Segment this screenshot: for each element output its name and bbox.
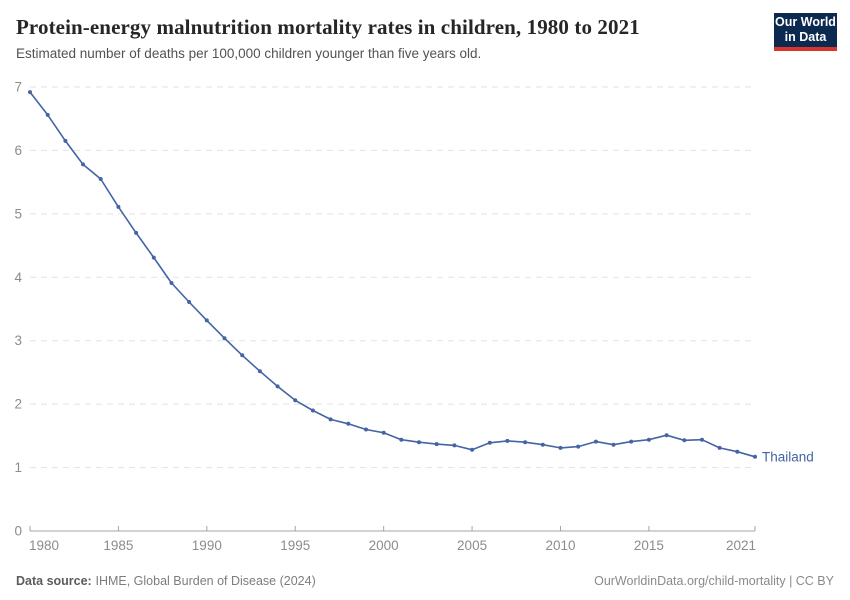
x-tick-label: 1980 [29,538,59,553]
x-tick-label: 1995 [280,538,310,553]
data-point[interactable] [417,440,421,445]
x-tick-label: 1985 [103,538,133,553]
data-source-label: Data source: [16,574,92,588]
chart-header: Protein-energy malnutrition mortality ra… [0,0,850,78]
y-tick-label: 1 [14,460,22,475]
data-point[interactable] [151,255,156,260]
data-point[interactable] [257,369,262,374]
data-point[interactable] [364,427,368,432]
data-source-value: IHME, Global Burden of Disease (2024) [95,574,316,588]
data-point[interactable] [717,445,722,450]
chart-subtitle: Estimated number of deaths per 100,000 c… [16,46,482,61]
data-point[interactable] [558,445,563,450]
data-point[interactable] [487,440,492,445]
data-point[interactable] [45,112,50,117]
data-point[interactable] [399,437,404,442]
data-point[interactable] [611,442,616,447]
data-point[interactable] [470,447,475,452]
data-point[interactable] [664,433,669,438]
y-tick-label: 5 [14,206,22,221]
data-point[interactable] [646,437,651,442]
data-point[interactable] [346,421,351,426]
data-point[interactable] [222,336,227,341]
owid-logo-line2: in Data [784,30,827,44]
data-point[interactable] [187,300,192,304]
data-source-note: Data source: IHME, Global Burden of Disea… [16,574,316,588]
data-point[interactable] [240,353,245,358]
x-tick-label: 2021 [726,538,756,553]
data-point[interactable] [169,281,174,285]
data-point[interactable] [753,454,757,459]
y-tick-label: 4 [14,270,22,285]
data-point[interactable] [63,138,68,143]
data-point[interactable] [328,417,333,422]
y-tick-label: 7 [14,80,22,95]
data-point[interactable] [735,449,740,454]
owid-logo-accent-bar [774,47,837,51]
data-point[interactable] [629,439,634,444]
x-tick-label: 2015 [634,538,664,553]
data-point[interactable] [434,442,439,447]
series-line[interactable] [29,91,756,458]
data-point[interactable] [576,444,581,449]
y-tick-label: 3 [14,333,22,348]
data-point[interactable] [293,398,298,403]
x-tick-label: 2000 [369,538,399,553]
owid-logo[interactable]: Our World in Data [774,13,837,51]
owid-url-link[interactable]: OurWorldinData.org/child-mortality | CC … [594,574,834,588]
data-point[interactable] [381,430,386,435]
x-tick-label: 2005 [457,538,487,553]
y-tick-label: 6 [14,143,22,158]
data-point[interactable] [682,438,687,443]
owid-logo-line1: Our World [775,14,836,29]
y-tick-label: 2 [14,397,22,412]
data-point[interactable] [275,384,280,389]
data-point[interactable] [134,230,139,235]
data-point[interactable] [310,408,315,413]
entity-label[interactable]: Thailand [762,449,814,464]
data-point[interactable] [98,177,103,181]
x-tick-label: 2010 [545,538,575,553]
data-point[interactable] [505,438,510,443]
data-point[interactable] [593,439,598,444]
data-point[interactable] [81,162,85,167]
chart-footer: Data source: IHME, Global Burden of Disea… [16,574,834,588]
data-point[interactable] [204,318,209,323]
data-point[interactable] [116,204,121,209]
x-tick-label: 1990 [192,538,222,553]
data-point[interactable] [540,442,545,447]
data-point[interactable] [28,90,32,95]
y-tick-label: 0 [14,524,22,539]
data-point[interactable] [523,440,528,445]
data-point[interactable] [452,443,457,448]
chart-title: Protein-energy malnutrition mortality ra… [16,15,640,39]
data-point[interactable] [700,437,704,442]
